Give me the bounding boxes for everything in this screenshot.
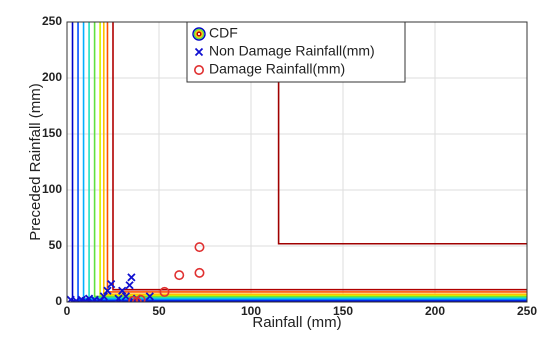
marker-x: [118, 286, 127, 295]
marker-o: [159, 286, 170, 297]
marker-o: [135, 294, 146, 302]
legend-label: CDF: [209, 25, 238, 41]
legend-box: [186, 21, 406, 83]
legend-icon: [196, 31, 202, 37]
x-tick-label: 200: [425, 304, 445, 318]
legend-label: Non Damage Rainfall(mm): [209, 43, 375, 59]
y-tick-label: 200: [42, 70, 62, 84]
contour-line: [112, 22, 527, 291]
legend-icon: [195, 30, 203, 38]
y-tick-label: 100: [42, 182, 62, 196]
y-tick-label: 250: [42, 14, 62, 28]
legend-icon: [192, 27, 206, 41]
marker-x: [127, 273, 136, 282]
x-tick-label: 250: [517, 304, 537, 318]
contour-line: [277, 22, 527, 245]
marker-x: [107, 279, 116, 289]
marker-x: [72, 296, 81, 302]
x-tick-label: 100: [241, 304, 261, 318]
marker-x: [99, 292, 108, 301]
x-tick-label: 50: [152, 304, 166, 318]
marker-x: [145, 292, 154, 301]
x-axis-label: Rainfall (mm): [252, 314, 341, 331]
marker-o: [174, 270, 185, 281]
marker-x: [77, 295, 86, 302]
y-tick-label: 150: [42, 126, 62, 140]
marker-x: [125, 281, 134, 290]
contour-line: [99, 22, 527, 297]
x-tick-label: 0: [64, 304, 71, 318]
legend-label: Damage Rainfall(mm): [209, 61, 345, 77]
marker-o: [128, 295, 139, 302]
marker-x: [114, 294, 123, 302]
marker-x: [121, 292, 131, 301]
x-tick-label: 150: [333, 304, 353, 318]
marker-x: [103, 286, 112, 295]
marker-o: [194, 267, 205, 278]
contour-line: [103, 22, 527, 295]
legend-icon: [193, 28, 205, 40]
y-tick-label: 0: [55, 294, 62, 308]
legend-icon: [194, 47, 204, 57]
contour-line: [93, 22, 527, 298]
plot-layer: [67, 22, 527, 302]
y-axis-label: Preceded Rainfall (mm): [27, 83, 44, 241]
marker-o: [194, 242, 205, 253]
legend-icon: [194, 65, 205, 76]
y-tick-label: 50: [49, 238, 63, 252]
